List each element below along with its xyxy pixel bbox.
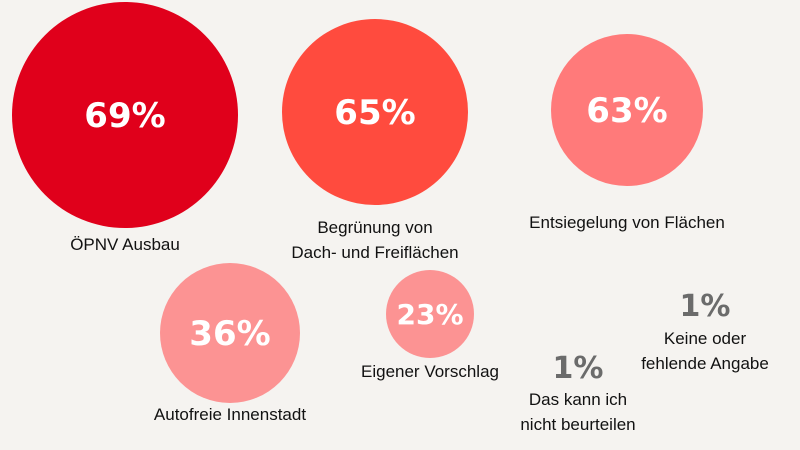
value-label: 1%: [553, 351, 604, 386]
value-label: 36%: [189, 314, 270, 354]
category-label: Das kann ich: [529, 390, 627, 409]
value-label: 69%: [84, 96, 165, 136]
bubble-item: 63% Entsiegelung von Flächen: [529, 34, 725, 232]
bubble-item: 1% Keine oder fehlende Angabe: [641, 289, 769, 373]
category-label: Keine oder: [664, 329, 747, 348]
bubble: [386, 270, 474, 358]
bubble-item: 23% Eigener Vorschlag: [361, 270, 499, 381]
category-label: Autofreie Innenstadt: [154, 405, 306, 424]
category-label: fehlende Angabe: [641, 354, 769, 373]
category-label: Entsiegelung von Flächen: [529, 213, 725, 232]
value-label: 1%: [680, 289, 731, 324]
bubble-item: 1% Das kann ich nicht beurteilen: [520, 351, 635, 434]
bubble-item: 36% Autofreie Innenstadt: [154, 263, 306, 424]
value-label: 65%: [334, 93, 415, 133]
bubble: [551, 34, 703, 186]
value-label: 23%: [396, 298, 463, 331]
bubble-item: 69% ÖPNV Ausbau: [12, 2, 238, 254]
bubble: [282, 19, 468, 205]
category-label: ÖPNV Ausbau: [70, 235, 180, 254]
category-label: nicht beurteilen: [520, 415, 635, 434]
bubble: [160, 263, 300, 403]
bubble: [12, 2, 238, 228]
value-label: 63%: [586, 91, 667, 131]
category-label: Eigener Vorschlag: [361, 362, 499, 381]
category-label: Begrünung von: [317, 218, 432, 237]
bubble-item: 65% Begrünung von Dach- und Freiflächen: [282, 19, 468, 262]
category-label: Dach- und Freiflächen: [291, 243, 458, 262]
